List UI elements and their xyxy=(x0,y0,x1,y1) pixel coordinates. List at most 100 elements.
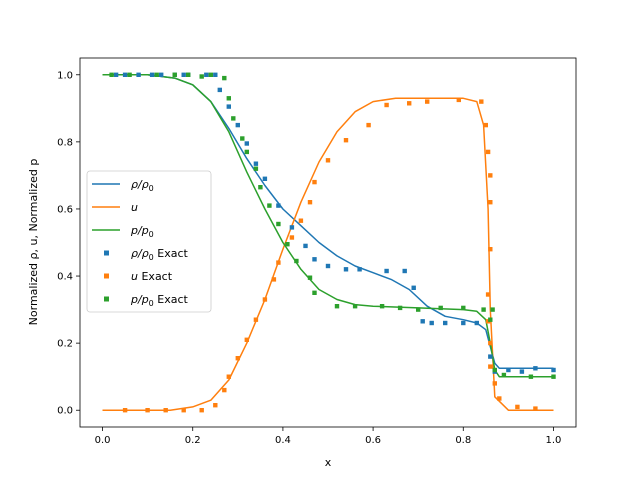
data-point-4 xyxy=(213,403,218,408)
data-point-5 xyxy=(258,185,263,190)
data-point-5 xyxy=(379,304,385,309)
data-point-5 xyxy=(488,317,493,322)
data-point-4 xyxy=(479,99,484,104)
data-point-5 xyxy=(267,203,272,208)
data-point-5 xyxy=(294,258,299,264)
data-point-5 xyxy=(199,74,204,79)
data-point-4 xyxy=(485,149,491,155)
data-point-4 xyxy=(271,277,277,282)
data-point-3 xyxy=(136,72,141,77)
y-tick-label: 0.6 xyxy=(57,204,73,215)
data-point-4 xyxy=(307,200,313,205)
data-point-4 xyxy=(407,101,412,106)
data-point-4 xyxy=(488,364,493,369)
data-point-3 xyxy=(235,122,240,128)
data-point-3 xyxy=(533,366,538,371)
data-point-5 xyxy=(222,75,227,81)
x-tick-label: 0.0 xyxy=(95,435,111,446)
data-point-4 xyxy=(298,218,304,223)
data-point-3 xyxy=(262,176,268,181)
data-point-3 xyxy=(411,285,416,290)
data-point-5 xyxy=(231,116,236,121)
series-line-2 xyxy=(102,74,554,378)
legend-label-suffix: Exact xyxy=(138,270,173,283)
data-point-5 xyxy=(109,72,114,77)
legend-label-suffix: Exact xyxy=(154,293,189,306)
y-tick-label: 0.0 xyxy=(57,406,73,417)
data-point-5 xyxy=(186,72,191,77)
data-point-3 xyxy=(303,243,308,249)
data-point-3 xyxy=(474,320,479,326)
data-point-4 xyxy=(485,319,491,324)
x-tick-label: 0.6 xyxy=(365,435,381,446)
data-point-5 xyxy=(352,304,358,309)
data-point-4 xyxy=(456,97,461,103)
data-point-4 xyxy=(253,317,259,322)
data-point-3 xyxy=(519,369,525,374)
data-point-5 xyxy=(438,305,443,311)
legend-label-base: u xyxy=(131,270,138,283)
y-tick-label: 0.8 xyxy=(57,137,73,148)
data-point-5 xyxy=(551,374,556,379)
y-axis-label: Normalized ρ, u, Normalized p xyxy=(27,159,40,326)
data-point-4 xyxy=(343,138,349,143)
legend-label-subscript: 0 xyxy=(149,184,154,193)
data-point-4 xyxy=(226,374,231,379)
data-point-5 xyxy=(490,307,495,312)
data-point-3 xyxy=(276,203,281,208)
legend-swatch-marker xyxy=(104,250,109,256)
data-point-4 xyxy=(262,297,268,302)
data-point-3 xyxy=(429,320,434,326)
data-point-4 xyxy=(488,200,493,205)
data-point-5 xyxy=(397,305,403,311)
data-point-4 xyxy=(276,260,281,265)
data-point-5 xyxy=(481,307,486,312)
data-point-3 xyxy=(289,225,295,230)
data-point-5 xyxy=(127,72,132,77)
data-point-3 xyxy=(384,268,389,274)
data-point-3 xyxy=(506,367,511,373)
data-point-5 xyxy=(253,166,259,171)
data-point-3 xyxy=(113,72,119,77)
axis-ticks: 0.0 0.2 0.4 0.6 0.8 1.0 0.0 0.2 0.4 0.6 0.8 1.0 xyxy=(57,70,561,446)
data-point-4 xyxy=(483,122,488,128)
data-point-4 xyxy=(289,235,295,240)
data-point-5 xyxy=(307,275,313,280)
legend-label-base: p/p xyxy=(130,293,149,306)
data-point-3 xyxy=(181,72,186,77)
legend-label: u xyxy=(131,201,138,214)
legend-swatch-marker xyxy=(104,296,109,302)
data-point-5 xyxy=(334,304,340,309)
data-point-4 xyxy=(497,396,502,401)
axes-frame xyxy=(79,57,577,428)
data-point-4 xyxy=(235,356,240,361)
x-tick-label: 0.4 xyxy=(275,435,291,446)
y-tick-label: 1.0 xyxy=(57,70,73,81)
x-axis-label: x xyxy=(325,456,332,469)
legend-label: p/p0 xyxy=(130,224,154,239)
data-point-5 xyxy=(492,367,497,373)
data-point-4 xyxy=(425,99,430,104)
data-point-3 xyxy=(488,354,493,359)
data-point-4 xyxy=(199,408,204,413)
series-line-1 xyxy=(102,97,554,411)
data-point-3 xyxy=(461,320,466,326)
legend-label: u Exact xyxy=(131,270,173,283)
legend-label-subscript: 0 xyxy=(149,230,154,239)
data-point-5 xyxy=(528,374,534,379)
data-point-4 xyxy=(485,292,491,297)
data-point-3 xyxy=(343,267,349,272)
data-point-4 xyxy=(488,173,493,178)
data-point-5 xyxy=(172,72,177,77)
legend-label-suffix: Exact xyxy=(154,247,189,260)
data-point-3 xyxy=(217,87,222,93)
data-point-5 xyxy=(154,72,159,77)
data-point-4 xyxy=(222,387,227,393)
data-point-5 xyxy=(240,136,245,141)
data-point-5 xyxy=(244,149,249,155)
data-point-4 xyxy=(488,247,493,252)
data-point-3 xyxy=(122,72,128,77)
data-point-5 xyxy=(312,290,317,295)
